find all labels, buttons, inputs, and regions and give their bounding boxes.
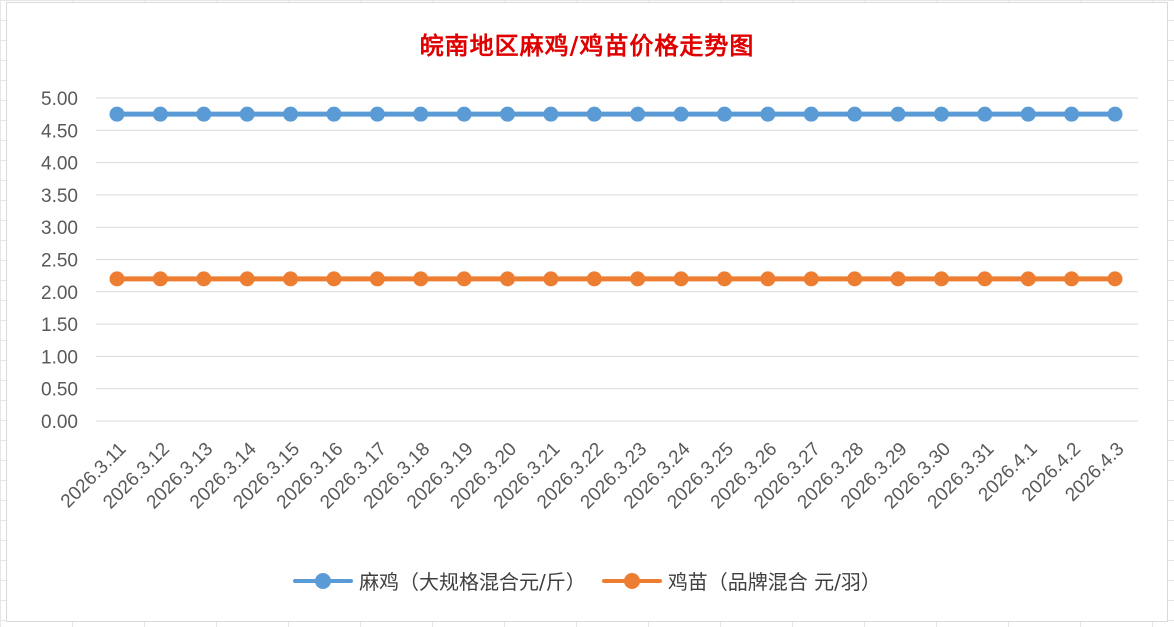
- y-tick-label: 1.00: [41, 347, 78, 368]
- data-point: [586, 271, 602, 287]
- y-tick-label: 4.00: [41, 154, 78, 175]
- data-point: [933, 271, 949, 287]
- data-point: [283, 271, 299, 287]
- y-tick-label: 3.00: [41, 218, 78, 239]
- data-point: [586, 106, 602, 122]
- data-point: [152, 271, 168, 287]
- data-point: [196, 106, 212, 122]
- data-point: [109, 106, 125, 122]
- y-tick-label: 4.50: [41, 121, 78, 142]
- data-point: [803, 271, 819, 287]
- series-layer: [109, 106, 1123, 287]
- data-point: [760, 271, 776, 287]
- data-point: [239, 106, 255, 122]
- data-point: [630, 271, 646, 287]
- legend-label-series-1: 麻鸡（大规格混合元/斤）: [359, 570, 586, 594]
- data-point: [890, 106, 906, 122]
- data-point: [413, 106, 429, 122]
- data-point: [1020, 106, 1036, 122]
- data-point: [413, 271, 429, 287]
- y-tick-label: 2.00: [41, 283, 78, 304]
- series-2: [109, 271, 1123, 287]
- data-point: [1064, 271, 1080, 287]
- data-point: [977, 271, 993, 287]
- y-tick-label: 1.50: [41, 315, 78, 336]
- data-point: [1107, 271, 1123, 287]
- y-tick-label: 3.50: [41, 186, 78, 207]
- y-tick-label: 2.50: [41, 251, 78, 272]
- data-point: [890, 271, 906, 287]
- y-tick-label: 0.50: [41, 380, 78, 401]
- data-point: [456, 106, 472, 122]
- gridlines: [96, 97, 1138, 422]
- data-point: [933, 106, 949, 122]
- data-point: [1064, 106, 1080, 122]
- data-point: [760, 106, 776, 122]
- y-tick-label: 5.00: [41, 89, 78, 110]
- legend-marker-series-1: [293, 571, 354, 591]
- data-point: [500, 106, 516, 122]
- data-point: [716, 106, 732, 122]
- data-point: [847, 106, 863, 122]
- legend-label-series-2: 鸡苗（品牌混合 元/羽）: [667, 570, 881, 594]
- y-axis-tick-labels: 0.00 0.50 1.00 1.50 2.00 2.50 3.00 3.50 4.00 4.50…: [41, 89, 78, 433]
- chart-title: 皖南地区麻鸡/鸡苗价格走势图: [419, 31, 755, 60]
- legend-item-series-2[interactable]: 鸡苗（品牌混合 元/羽）: [601, 566, 881, 595]
- data-point: [630, 106, 646, 122]
- data-point: [369, 106, 385, 122]
- data-point: [283, 106, 299, 122]
- data-point: [543, 106, 559, 122]
- data-point: [326, 106, 342, 122]
- data-point: [152, 106, 168, 122]
- y-tick-label: 0.00: [41, 412, 78, 433]
- data-point: [1020, 271, 1036, 287]
- x-axis-tick-labels: 2026.3.112026.3.122026.3.132026.3.142026…: [57, 438, 1129, 513]
- data-point: [109, 271, 125, 287]
- data-point: [369, 271, 385, 287]
- data-point: [716, 271, 732, 287]
- data-point: [673, 106, 689, 122]
- data-point: [500, 271, 516, 287]
- data-point: [673, 271, 689, 287]
- data-point: [1107, 106, 1123, 122]
- data-point: [456, 271, 472, 287]
- data-point: [803, 106, 819, 122]
- legend-item-series-1[interactable]: 麻鸡（大规格混合元/斤）: [293, 566, 586, 595]
- data-point: [847, 271, 863, 287]
- data-point: [326, 271, 342, 287]
- chart-area[interactable]: [6, 2, 1168, 622]
- data-point: [543, 271, 559, 287]
- legend-marker-series-2: [601, 571, 662, 591]
- legend: 麻鸡（大规格混合元/斤） 鸡苗（品牌混合 元/羽）: [0, 566, 1174, 595]
- series-1: [109, 106, 1123, 122]
- data-point: [977, 106, 993, 122]
- data-point: [196, 271, 212, 287]
- data-point: [239, 271, 255, 287]
